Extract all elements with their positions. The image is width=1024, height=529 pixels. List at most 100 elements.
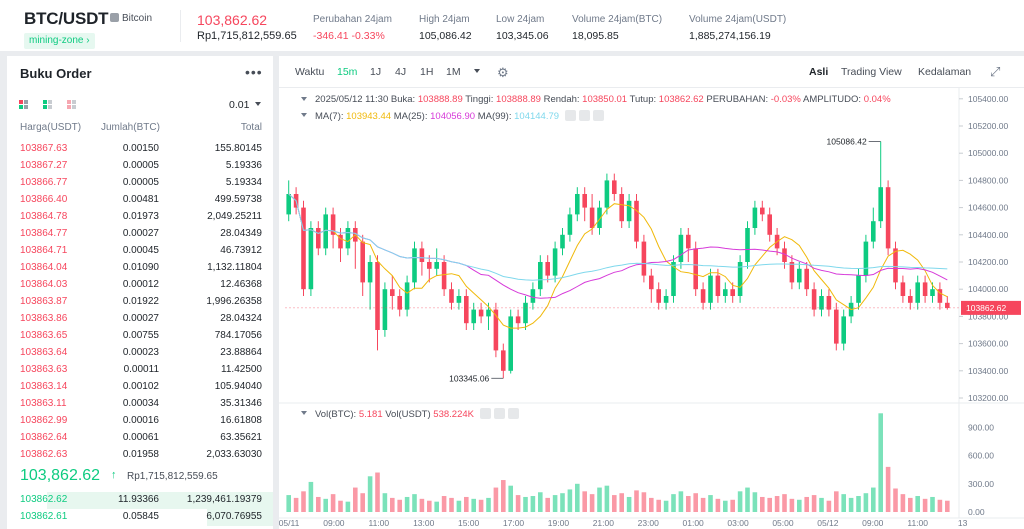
ask-row[interactable]: 103864.77 0.00027 28.04349 — [7, 226, 273, 243]
volume-bar — [878, 413, 883, 512]
volume-bar — [612, 495, 617, 512]
chevron-down-icon[interactable] — [301, 411, 307, 415]
volume-bar — [619, 493, 624, 512]
legend-close-label: Tutup: — [629, 94, 657, 105]
bids-only-icon[interactable] — [43, 100, 52, 109]
ask-row[interactable]: 103864.71 0.00045 46.73912 — [7, 243, 273, 260]
price-tick-label: 104600.00 — [968, 203, 1008, 213]
tick-size-select[interactable]: 0.01 — [229, 99, 250, 111]
eye-icon[interactable] — [564, 110, 576, 121]
interval-15m[interactable]: 15m — [337, 66, 358, 78]
ask-row[interactable]: 103863.11 0.00034 35.31346 — [7, 396, 273, 413]
ask-amount: 0.00481 — [122, 194, 159, 205]
volume-bar — [367, 476, 373, 512]
ask-amount: 0.00045 — [122, 245, 159, 256]
candle-body — [737, 262, 743, 296]
stat-value: 105,086.42 — [419, 30, 472, 42]
ask-total: 28.04349 — [220, 228, 262, 239]
ask-row[interactable]: 103864.04 0.01090 1,132.11804 — [7, 260, 273, 277]
time-tick-label: 17:00 — [503, 518, 525, 528]
view-asli[interactable]: Asli — [809, 66, 829, 78]
ask-price: 103863.63 — [20, 364, 68, 375]
ask-row[interactable]: 103864.78 0.01973 2,049.25211 — [7, 209, 273, 226]
eye-icon[interactable] — [479, 408, 491, 419]
stat-label: High 24jam — [419, 14, 470, 25]
volume-bar — [419, 498, 425, 512]
price-tick-label: 104400.00 — [968, 230, 1008, 240]
chevron-down-icon[interactable] — [255, 102, 261, 106]
mining-zone-tag[interactable]: mining-zone › — [24, 33, 95, 49]
close-icon[interactable] — [592, 110, 604, 121]
high-marker-label: 105086.42 — [827, 137, 867, 147]
chevron-down-icon[interactable] — [301, 97, 307, 101]
close-icon[interactable] — [507, 408, 519, 419]
candle-body — [367, 262, 373, 283]
price-tick-label: 104200.00 — [968, 257, 1008, 267]
ask-row[interactable]: 103863.87 0.01922 1,996.26358 — [7, 294, 273, 311]
candle-body — [560, 234, 565, 249]
candle-body — [464, 296, 469, 324]
interval-1h[interactable]: 1H — [420, 66, 434, 78]
ask-row[interactable]: 103867.63 0.00150 155.80145 — [7, 141, 273, 158]
ma25-line — [288, 193, 948, 299]
candle-body — [360, 241, 365, 283]
interval-1j[interactable]: 1J — [370, 66, 382, 78]
ask-price: 103863.64 — [20, 347, 68, 358]
gear-icon[interactable] — [578, 110, 590, 121]
candle-body — [478, 309, 484, 317]
ask-row[interactable]: 103867.27 0.00005 5.19336 — [7, 158, 273, 175]
ask-row[interactable]: 103862.99 0.00016 16.61808 — [7, 413, 273, 430]
volume-tick-label: 0.00 — [968, 507, 985, 517]
volume-bar — [286, 495, 291, 512]
ask-row[interactable]: 103862.63 0.01958 2,033.63030 — [7, 447, 273, 464]
chevron-down-icon[interactable] — [474, 69, 480, 73]
bid-row[interactable]: 103862.62 11.93366 1,239,461.19379 — [7, 492, 273, 509]
gear-icon[interactable] — [493, 408, 505, 419]
candle-body — [323, 214, 328, 249]
gear-icon[interactable]: ⚙ — [497, 65, 509, 80]
candle-body — [930, 289, 935, 296]
volume-bar — [501, 480, 506, 512]
interval-1m[interactable]: 1M — [446, 66, 461, 78]
candlestick-chart[interactable]: 105400.00 105200.00 105000.00 104800.00 1046… — [279, 56, 1024, 529]
candle-body — [449, 289, 454, 303]
view-depth[interactable]: Kedalaman — [918, 66, 972, 78]
ask-row[interactable]: 103866.77 0.00005 5.19334 — [7, 175, 273, 192]
asks-only-icon[interactable] — [67, 100, 76, 109]
ask-row[interactable]: 103863.65 0.00755 784.17056 — [7, 328, 273, 345]
ask-row[interactable]: 103863.86 0.00027 28.04324 — [7, 311, 273, 328]
volume-bar — [715, 498, 721, 512]
volume-bar — [316, 496, 321, 512]
interval-4j[interactable]: 4J — [395, 66, 407, 78]
candle-body — [678, 234, 684, 262]
candle-body — [723, 289, 728, 296]
more-icon[interactable]: ••• — [245, 64, 263, 80]
legend-low-label: Rendah: — [543, 94, 580, 105]
both-sides-icon[interactable] — [19, 100, 28, 109]
volume-bar — [530, 496, 536, 512]
volume-bar — [656, 499, 661, 512]
candle-body — [745, 228, 750, 262]
coin-name[interactable]: Bitcoin — [110, 13, 152, 24]
ask-row[interactable]: 103863.63 0.00011 11.42500 — [7, 362, 273, 379]
ask-amount: 0.00027 — [122, 313, 159, 324]
chevron-down-icon[interactable] — [301, 113, 307, 117]
volume-bar — [545, 497, 550, 512]
time-tick-label: 05/12 — [817, 518, 839, 528]
ask-row[interactable]: 103862.64 0.00061 63.35621 — [7, 430, 273, 447]
depth-bar — [46, 492, 273, 509]
volume-bar — [567, 489, 573, 512]
ask-price: 103866.40 — [20, 194, 68, 205]
ask-row[interactable]: 103863.14 0.00102 105.94040 — [7, 379, 273, 396]
volume-bar — [730, 499, 735, 512]
ask-row[interactable]: 103863.64 0.00023 23.88864 — [7, 345, 273, 362]
fullscreen-icon[interactable]: ⤢ — [990, 64, 1001, 79]
bid-row[interactable]: 103862.61 0.05845 6,070.76955 — [7, 509, 273, 526]
volume-bar — [589, 494, 595, 512]
ask-row[interactable]: 103866.40 0.00481 499.59738 — [7, 192, 273, 209]
legend-open-label: Buka: — [390, 94, 416, 105]
volume-bar — [723, 500, 728, 512]
ask-row[interactable]: 103864.03 0.00012 12.46368 — [7, 277, 273, 294]
pair-title[interactable]: BTC/USDT — [24, 9, 109, 28]
view-tradingview[interactable]: Trading View — [841, 66, 902, 78]
